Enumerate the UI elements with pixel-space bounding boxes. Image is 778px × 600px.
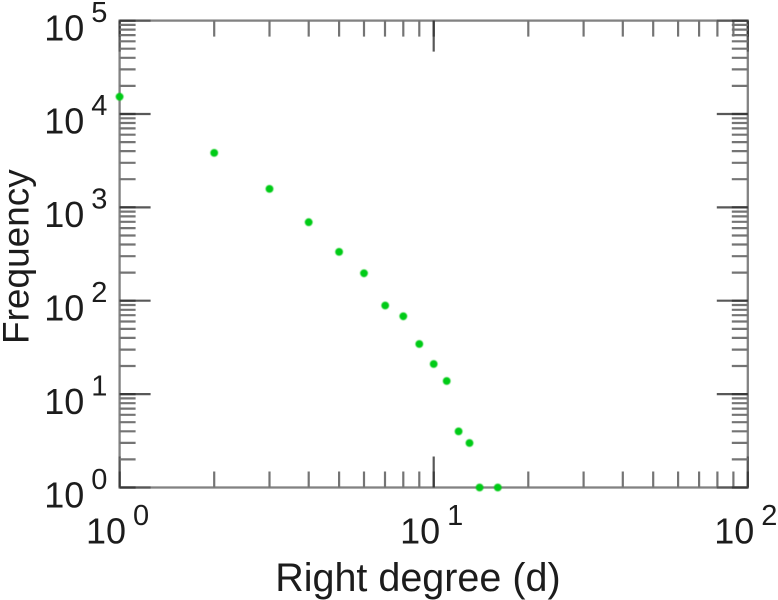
svg-text:Right degree (d): Right degree (d) <box>275 556 560 600</box>
svg-text:Frequency: Frequency <box>0 169 37 344</box>
